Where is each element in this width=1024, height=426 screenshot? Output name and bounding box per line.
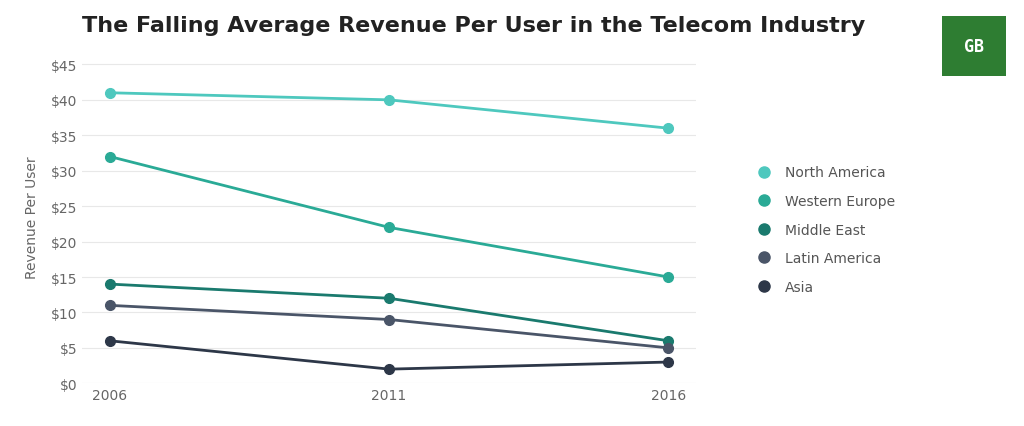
- Line: Latin America: Latin America: [105, 301, 673, 353]
- Text: GB: GB: [964, 38, 984, 56]
- Line: Asia: Asia: [105, 336, 673, 374]
- Western Europe: [103, 155, 116, 160]
- North America: [383, 98, 395, 103]
- Line: Western Europe: Western Europe: [105, 153, 673, 282]
- Line: Middle East: Middle East: [105, 279, 673, 346]
- Latin America: [103, 303, 116, 308]
- Line: North America: North America: [105, 89, 673, 134]
- Asia: [663, 360, 675, 365]
- Latin America: [383, 317, 395, 322]
- Middle East: [103, 282, 116, 287]
- Latin America: [663, 345, 675, 351]
- Middle East: [383, 296, 395, 301]
- Asia: [383, 367, 395, 372]
- Y-axis label: Revenue Per User: Revenue Per User: [26, 156, 40, 279]
- Text: The Falling Average Revenue Per User in the Telecom Industry: The Falling Average Revenue Per User in …: [82, 16, 865, 36]
- Western Europe: [663, 275, 675, 280]
- North America: [103, 91, 116, 96]
- Legend: North America, Western Europe, Middle East, Latin America, Asia: North America, Western Europe, Middle Ea…: [744, 161, 900, 299]
- Middle East: [663, 338, 675, 343]
- Asia: [103, 338, 116, 343]
- Western Europe: [383, 225, 395, 230]
- North America: [663, 127, 675, 132]
